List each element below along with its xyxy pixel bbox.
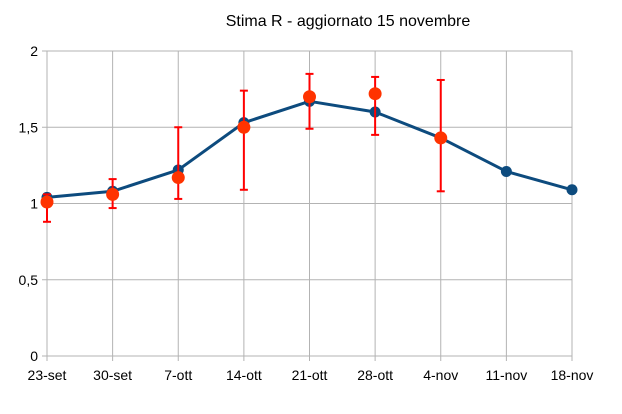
x-tick-label-1: 30-set <box>93 367 132 383</box>
y-tick-label-0: 0 <box>30 348 38 364</box>
error-point-5 <box>368 87 382 101</box>
y-tick-labels: 0 0,5 1 1,5 2 <box>19 43 39 364</box>
x-tick-label-8: 18-nov <box>551 367 594 383</box>
x-tick-label-3: 14-ott <box>226 367 262 383</box>
error-point-1 <box>106 187 120 201</box>
estimate-point-7 <box>500 165 512 177</box>
x-tick-label-4: 21-ott <box>292 367 328 383</box>
y-tick-label-2: 1 <box>30 196 38 212</box>
x-tick-label-7: 11-nov <box>485 367 527 383</box>
chart-title: Stima R - aggiornato 15 novembre <box>226 13 471 30</box>
error-point-3 <box>237 120 251 134</box>
y-tick-label-4: 2 <box>30 43 38 59</box>
error-point-0 <box>40 195 54 209</box>
x-tick-label-6: 4-nov <box>423 367 458 383</box>
y-tick-label-3: 1,5 <box>19 119 39 135</box>
x-tick-label-2: 7-ott <box>164 367 192 383</box>
error-point-6 <box>434 131 448 145</box>
x-tick-labels: 23-set 30-set 7-ott 14-ott 21-ott 28-ott 4-nov… <box>28 367 594 383</box>
error-point-series <box>40 87 448 209</box>
y-tick-label-1: 0,5 <box>19 272 39 288</box>
x-tick-label-0: 23-set <box>28 367 67 383</box>
error-point-2 <box>171 171 185 185</box>
x-tick-label-5: 28-ott <box>357 367 393 383</box>
error-point-4 <box>303 90 316 104</box>
estimate-point-8 <box>566 184 578 196</box>
